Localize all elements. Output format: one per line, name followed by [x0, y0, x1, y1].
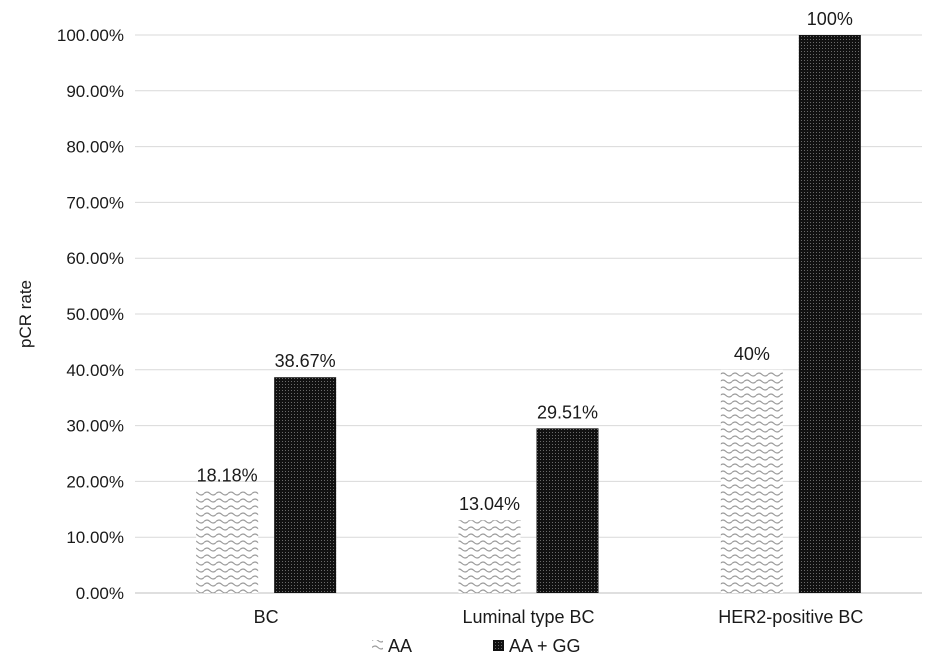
data-label: 40%: [734, 344, 770, 364]
data-label: 100%: [807, 9, 853, 29]
legend: AA AA + GG: [372, 636, 581, 656]
legend-swatch-aa: [372, 640, 383, 651]
y-tick-label: 100.00%: [57, 26, 124, 45]
data-label: 18.18%: [197, 466, 258, 486]
x-category-label: Luminal type BC: [462, 607, 594, 627]
y-tick-label: 20.00%: [66, 472, 124, 491]
data-label: 29.51%: [537, 402, 598, 422]
y-tick-label: 30.00%: [66, 417, 124, 436]
y-tick-label: 90.00%: [66, 82, 124, 101]
y-tick-label: 50.00%: [66, 305, 124, 324]
bar-aa: [720, 369, 783, 593]
legend-label: AA: [388, 636, 412, 656]
y-tick-label: 80.00%: [66, 138, 124, 157]
x-category-label: HER2-positive BC: [718, 607, 863, 627]
gridlines: [135, 34, 922, 594]
data-label: 38.67%: [275, 351, 336, 371]
y-axis-title: pCR rate: [16, 280, 35, 348]
data-label: 13.04%: [459, 494, 520, 514]
y-tick-label: 0.00%: [76, 584, 124, 603]
bar-aa: [196, 491, 259, 593]
bar-aa-gg: [798, 35, 861, 593]
y-tick-label: 60.00%: [66, 249, 124, 268]
bar-aa: [458, 520, 521, 593]
legend-swatch-aa-gg: [493, 640, 504, 651]
y-axis-tick-labels: 0.00% 10.00% 20.00% 30.00% 40.00% 50.00% 60.00…: [57, 26, 124, 603]
bars: [196, 35, 861, 593]
bar-aa-gg: [536, 428, 599, 593]
legend-label: AA + GG: [509, 636, 581, 656]
data-labels: 18.18% 38.67% 13.04% 29.51% 40% 100%: [197, 9, 853, 514]
x-category-label: BC: [254, 607, 279, 627]
bar-aa-gg: [274, 377, 337, 593]
y-tick-label: 40.00%: [66, 361, 124, 380]
y-tick-label: 10.00%: [66, 528, 124, 547]
y-tick-label: 70.00%: [66, 193, 124, 212]
x-axis-category-labels: BC Luminal type BC HER2-positive BC: [254, 607, 864, 627]
